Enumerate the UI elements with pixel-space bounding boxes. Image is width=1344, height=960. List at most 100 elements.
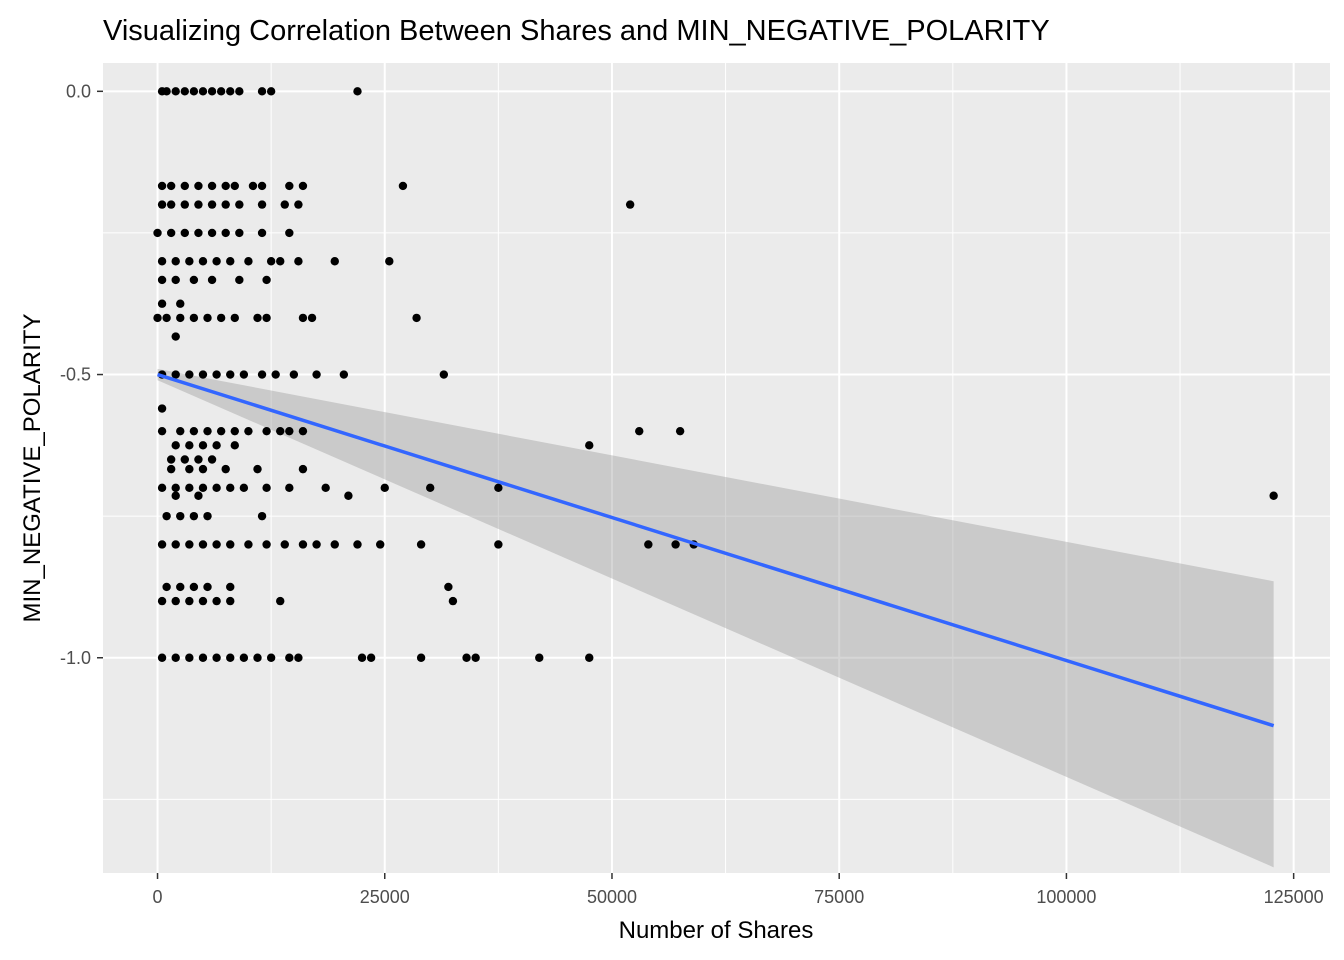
data-point [298, 313, 308, 323]
data-point [180, 228, 189, 238]
data-point [671, 540, 680, 549]
data-point [207, 455, 217, 464]
data-point [221, 200, 230, 209]
x-tick-label: 0 [153, 887, 163, 907]
data-point [185, 483, 194, 493]
data-point [416, 540, 426, 549]
x-tick-label: 25000 [360, 887, 410, 907]
data-point [357, 653, 367, 662]
data-point [194, 455, 203, 464]
data-point [494, 540, 503, 549]
data-point [289, 370, 299, 379]
data-point [675, 426, 685, 436]
data-point [171, 540, 180, 549]
data-point [157, 426, 167, 436]
data-point [198, 596, 208, 606]
data-point [635, 426, 644, 436]
y-tick-label: -0.5 [60, 365, 91, 385]
data-point [194, 200, 203, 209]
data-point [203, 511, 212, 521]
data-point [385, 257, 394, 266]
data-point [285, 426, 294, 436]
data-point [185, 653, 194, 662]
data-point [353, 87, 362, 96]
data-point [194, 181, 203, 191]
data-point [185, 596, 194, 606]
data-point [266, 87, 276, 96]
data-point [166, 181, 176, 191]
data-point [198, 540, 208, 549]
data-point [212, 257, 221, 266]
data-point [157, 540, 167, 549]
data-point [221, 181, 230, 191]
x-axis: 0 25000 50000 75000 100000 125000 [153, 873, 1324, 907]
data-point [212, 596, 221, 606]
data-point [285, 653, 294, 662]
data-point [226, 653, 235, 662]
data-point [171, 483, 180, 493]
data-point [625, 200, 635, 209]
data-point [207, 275, 217, 285]
y-tick-label: -1.0 [60, 648, 91, 668]
data-point [330, 257, 339, 266]
data-point [166, 464, 176, 474]
data-point [203, 313, 212, 323]
data-point [176, 582, 185, 592]
data-point [294, 257, 303, 266]
data-point [266, 653, 276, 662]
data-point [226, 483, 235, 493]
data-point [189, 582, 199, 592]
data-point [203, 582, 212, 592]
data-point [185, 464, 194, 474]
data-point [235, 275, 244, 285]
data-point [266, 257, 276, 266]
data-point [171, 491, 180, 500]
data-point [230, 181, 239, 191]
x-tick-label: 50000 [587, 887, 637, 907]
data-point [353, 540, 362, 549]
y-axis-title: MIN_NEGATIVE_POLARITY [19, 314, 46, 623]
data-point [157, 483, 167, 493]
y-axis: 0.0 -0.5 -1.0 [60, 81, 103, 668]
data-point [494, 483, 503, 493]
data-point [276, 257, 285, 266]
data-point [439, 370, 449, 379]
data-point [376, 540, 385, 549]
data-point [162, 511, 171, 521]
data-point [262, 275, 271, 285]
data-point [535, 653, 544, 662]
data-point [444, 582, 453, 592]
data-point [216, 313, 226, 323]
data-point [157, 200, 167, 209]
data-point [162, 313, 171, 323]
data-point [194, 491, 203, 500]
x-axis-title: Number of Shares [619, 917, 814, 944]
data-point [198, 483, 208, 493]
data-point [189, 313, 199, 323]
data-point [462, 653, 471, 662]
data-point [226, 87, 235, 96]
data-point [157, 404, 167, 413]
data-point [212, 653, 221, 662]
data-point [176, 511, 185, 521]
data-point [203, 426, 212, 436]
data-point [226, 596, 235, 606]
data-point [153, 228, 162, 238]
data-point [171, 257, 180, 266]
data-point [185, 441, 194, 450]
plot-panel [103, 63, 1330, 873]
data-point [162, 582, 171, 592]
data-points [153, 87, 1278, 662]
data-point [257, 370, 267, 379]
data-point [239, 483, 249, 493]
data-point [189, 87, 199, 96]
data-point [257, 87, 267, 96]
data-point [157, 87, 167, 96]
data-point [285, 483, 294, 493]
data-point [298, 426, 308, 436]
data-point [257, 511, 267, 521]
data-point [185, 370, 194, 379]
data-point [280, 200, 289, 209]
data-point [176, 426, 185, 436]
